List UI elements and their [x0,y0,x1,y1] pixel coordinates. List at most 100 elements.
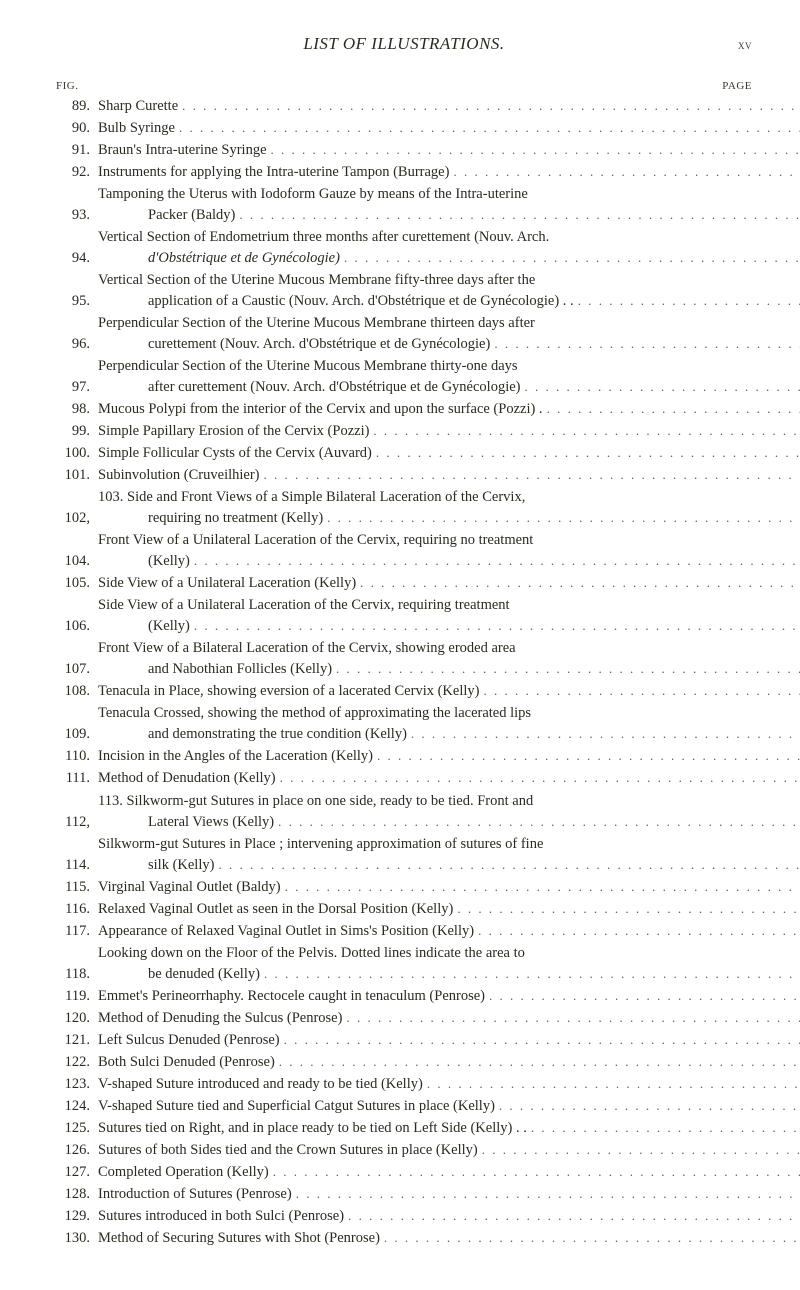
entry-body: 113. Silkworm-gut Sutures in place on on… [98,791,800,833]
entry-fig-number: 124. [56,1096,98,1117]
list-entry: 104.Front View of a Unilateral Laceratio… [56,530,752,572]
entry-body: Side View of a Unilateral Laceration (Ke… [98,573,800,594]
dot-leader [423,1075,800,1094]
entry-fig-number: 114. [56,855,98,876]
entry-text-last-line: Completed Operation (Kelly) [98,1162,800,1183]
entry-text-last-line: Subinvolution (Cruveilhier) [98,465,800,486]
entry-body: Perpendicular Section of the Uterine Muc… [98,313,800,355]
entry-fig-number: 92. [56,162,98,183]
dot-leader [190,617,800,636]
list-entry: 93.Tamponing the Uterus with Iodoform Ga… [56,184,752,226]
dot-leader [479,682,800,701]
header-title: LIST OF ILLUSTRATIONS. [96,34,712,54]
entry-text-last-line: Relaxed Vaginal Outlet as seen in the Do… [98,899,800,920]
entry-text: Braun's Intra-uterine Syringe [98,140,267,161]
entry-text-line: Side View of a Unilateral Laceration of … [98,595,800,616]
entry-fig-number: 122. [56,1052,98,1073]
list-entry: 99.Simple Papillary Erosion of the Cervi… [56,421,752,442]
entry-body: Sharp Curette [98,96,800,117]
entry-text-line: Vertical Section of the Uterine Mucous M… [98,270,800,291]
entry-text-last-line: Both Sulci Denuded (Penrose) [98,1052,800,1073]
entry-body: V-shaped Suture tied and Superficial Cat… [98,1096,800,1117]
list-entry: 106.Side View of a Unilateral Laceration… [56,595,752,637]
entry-text: Simple Papillary Erosion of the Cervix (… [98,421,369,442]
entry-fig-number: 130. [56,1228,98,1249]
entry-text: Virginal Vaginal Outlet (Baldy) [98,877,281,898]
entry-text-last-line: Appearance of Relaxed Vaginal Outlet in … [98,921,800,942]
entry-text: silk (Kelly) [148,855,214,876]
entry-body: Sutures of both Sides tied and the Crown… [98,1140,800,1161]
dot-leader [380,1229,800,1248]
entry-text: and Nabothian Follicles (Kelly) [148,659,332,680]
entry-fig-number: 119. [56,986,98,1007]
entry-fig-number: 116. [56,899,98,920]
entry-text-last-line: and demonstrating the true condition (Ke… [98,724,800,745]
entry-text-last-line: Virginal Vaginal Outlet (Baldy) [98,877,800,898]
entry-text-last-line: Instruments for applying the Intra-uteri… [98,162,800,183]
dot-leader [543,400,800,419]
list-entry: 129.Sutures introduced in both Sulci (Pe… [56,1206,752,1227]
entry-text-last-line: Braun's Intra-uterine Syringe [98,140,800,161]
dot-leader [269,1163,800,1182]
entry-body: Emmet's Perineorrhaphy. Rectocele caught… [98,986,800,1007]
dot-leader [369,422,800,441]
entry-text: Side View of a Unilateral Laceration (Ke… [98,573,356,594]
list-entry: 116.Relaxed Vaginal Outlet as seen in th… [56,899,752,920]
entry-text: Simple Follicular Cysts of the Cervix (A… [98,443,372,464]
entry-body: Looking down on the Floor of the Pelvis.… [98,943,800,985]
entry-text: V-shaped Suture tied and Superficial Cat… [98,1096,495,1117]
list-entry: 130.Method of Securing Sutures with Shot… [56,1228,752,1249]
list-entry: 114.Silkworm-gut Sutures in Place ; inte… [56,834,752,876]
entry-fig-number: 127. [56,1162,98,1183]
dot-leader [495,1097,800,1116]
entry-text: and demonstrating the true condition (Ke… [148,724,407,745]
dot-leader [485,987,800,1006]
list-entry: 128.Introduction of Sutures (Penrose)246 [56,1184,752,1205]
column-headers: FIG. PAGE [56,80,752,92]
entry-fig-number: 91. [56,140,98,161]
entry-body: Braun's Intra-uterine Syringe [98,140,800,161]
entry-fig-number: 95. [56,291,98,312]
entry-text-line: 113. Silkworm-gut Sutures in place on on… [98,791,800,812]
page: LIST OF ILLUSTRATIONS. xv FIG. PAGE 89.S… [0,0,800,1290]
entry-text: Relaxed Vaginal Outlet as seen in the Do… [98,899,453,920]
entry-text-last-line: Packer (Baldy) [98,205,800,226]
entry-fig-number: 115. [56,877,98,898]
entry-body: 103. Side and Front Views of a Simple Bi… [98,487,800,529]
entry-body: Silkworm-gut Sutures in Place ; interven… [98,834,800,876]
dot-leader [356,574,800,593]
dot-leader [175,119,800,138]
entry-text-last-line: d'Obstétrique et de Gynécologie) [98,248,800,269]
entry-text-last-line: Sutures tied on Right, and in place read… [98,1118,800,1139]
entry-text-last-line: Sharp Curette [98,96,800,117]
entry-body: Tamponing the Uterus with Iodoform Gauze… [98,184,800,226]
entry-fig-number: 100. [56,443,98,464]
list-entry: 89.Sharp Curette212 [56,96,752,117]
entry-fig-number: 97. [56,377,98,398]
list-entry: 125.Sutures tied on Right, and in place … [56,1118,752,1139]
entry-text-line: Front View of a Unilateral Laceration of… [98,530,800,551]
dot-leader [574,292,800,311]
entry-fig-number: 111. [56,768,98,789]
entry-body: Left Sulcus Denuded (Penrose) [98,1030,800,1051]
dot-leader [527,1119,800,1138]
list-entry: 123.V-shaped Suture introduced and ready… [56,1074,752,1095]
entry-fig-number: 89. [56,96,98,117]
dot-leader [344,1207,800,1226]
entry-text-last-line: Method of Denuding the Sulcus (Penrose) [98,1008,800,1029]
entry-text: (Kelly) [148,616,190,637]
entry-fig-number: 126. [56,1140,98,1161]
entry-text: d'Obstétrique et de Gynécologie) [148,248,340,269]
entry-body: Instruments for applying the Intra-uteri… [98,162,800,183]
entry-body: Subinvolution (Cruveilhier) [98,465,800,486]
entry-text-last-line: Tenacula in Place, showing eversion of a… [98,681,800,702]
entry-text: (Kelly) [148,551,190,572]
list-entry: 119.Emmet's Perineorrhaphy. Rectocele ca… [56,986,752,1007]
dot-leader [235,206,800,225]
dot-leader [274,813,800,832]
entry-body: Bulb Syringe [98,118,800,139]
entry-body: Sutures tied on Right, and in place read… [98,1118,800,1139]
dot-leader [449,163,800,182]
dot-leader [214,856,800,875]
entry-text-last-line: (Kelly) [98,551,800,572]
